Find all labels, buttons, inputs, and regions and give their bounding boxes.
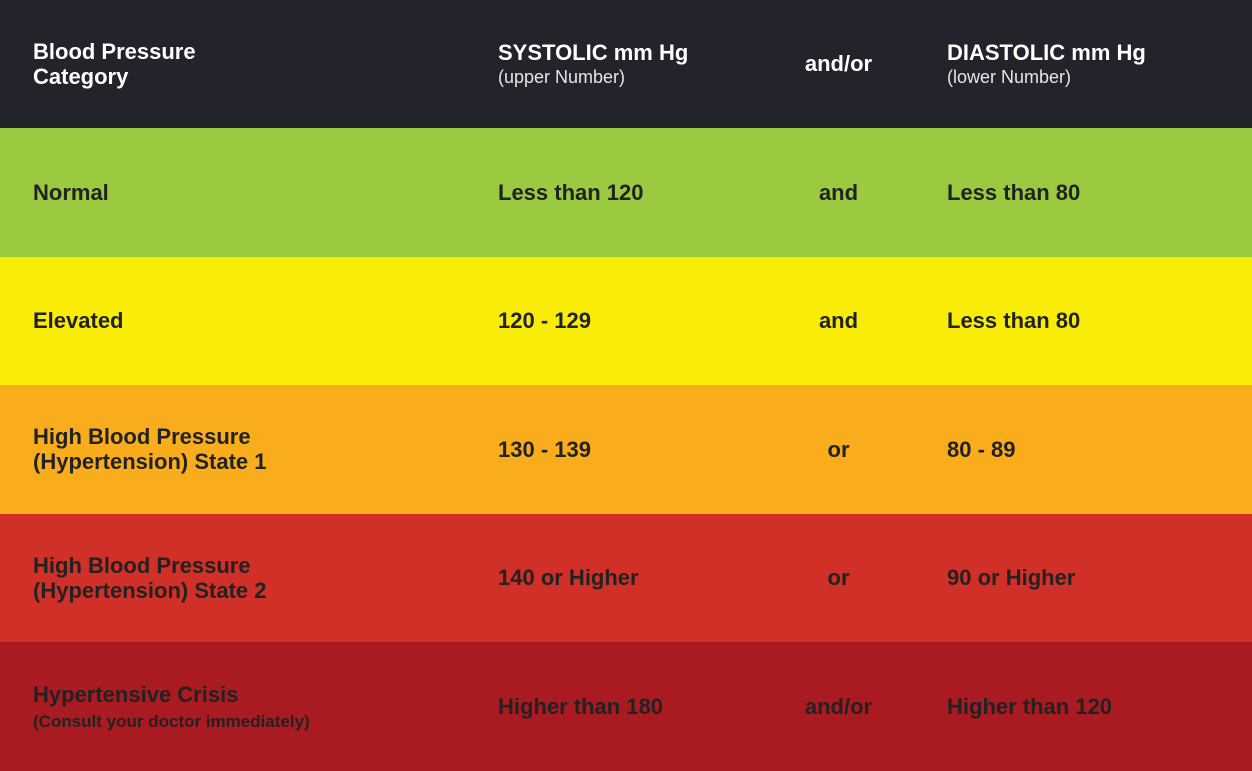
header-diastolic: DIASTOLIC mm Hg (lower Number) — [915, 40, 1252, 88]
row-category-label: Hypertensive Crisis — [33, 682, 239, 708]
table-row: Normal Less than 120 and Less than 80 — [0, 128, 1252, 257]
row-category-label: Normal — [33, 179, 109, 205]
row-category: Hypertensive Crisis (Consult your doctor… — [0, 682, 465, 731]
row-diastolic: Less than 80 — [947, 308, 1081, 334]
row-diastolic: Less than 80 — [947, 179, 1081, 205]
table-row: Elevated 120 - 129 and Less than 80 — [0, 256, 1252, 386]
table-header: Blood Pressure Category SYSTOLIC mm Hg (… — [0, 0, 1252, 128]
row-diastolic: Higher than 120 — [947, 694, 1113, 720]
row-connector: or — [827, 436, 850, 462]
row-category-note: (Consult your doctor immediately) — [33, 711, 310, 731]
table-row: High Blood Pressure (Hypertension) State… — [0, 513, 1252, 643]
header-systolic-sub: (upper Number) — [498, 67, 626, 88]
header-diastolic-title: DIASTOLIC mm Hg — [947, 40, 1146, 65]
row-systolic: 130 - 139 — [498, 436, 591, 462]
row-category-label: Elevated — [33, 308, 124, 334]
row-connector: and/or — [804, 694, 873, 720]
header-category-label: Blood Pressure Category — [33, 38, 196, 89]
row-category-label: High Blood Pressure (Hypertension) State… — [33, 552, 267, 604]
header-diastolic-sub: (lower Number) — [947, 67, 1072, 88]
row-systolic: 140 or Higher — [498, 565, 639, 591]
table-row: High Blood Pressure (Hypertension) State… — [0, 385, 1252, 514]
row-category: High Blood Pressure (Hypertension) State… — [0, 553, 465, 604]
row-systolic: Less than 120 — [498, 179, 644, 205]
header-category: Blood Pressure Category — [0, 39, 465, 90]
row-category: Elevated — [0, 308, 465, 333]
header-systolic-title: SYSTOLIC mm Hg — [498, 40, 689, 65]
header-connector: and/or — [762, 51, 915, 76]
header-systolic: SYSTOLIC mm Hg (upper Number) — [465, 40, 762, 88]
row-connector: and — [818, 308, 859, 334]
header-connector-label: and/or — [804, 51, 873, 77]
row-category: Normal — [0, 180, 465, 205]
row-connector: and — [818, 179, 859, 205]
row-systolic: 120 - 129 — [498, 308, 591, 334]
row-diastolic: 80 - 89 — [947, 436, 1016, 462]
row-category: High Blood Pressure (Hypertension) State… — [0, 424, 465, 475]
table-row: Hypertensive Crisis (Consult your doctor… — [0, 642, 1252, 771]
row-category-label: High Blood Pressure (Hypertension) State… — [33, 424, 267, 475]
row-diastolic: 90 or Higher — [947, 565, 1076, 591]
row-connector: or — [827, 565, 850, 591]
row-systolic: Higher than 180 — [498, 694, 664, 720]
